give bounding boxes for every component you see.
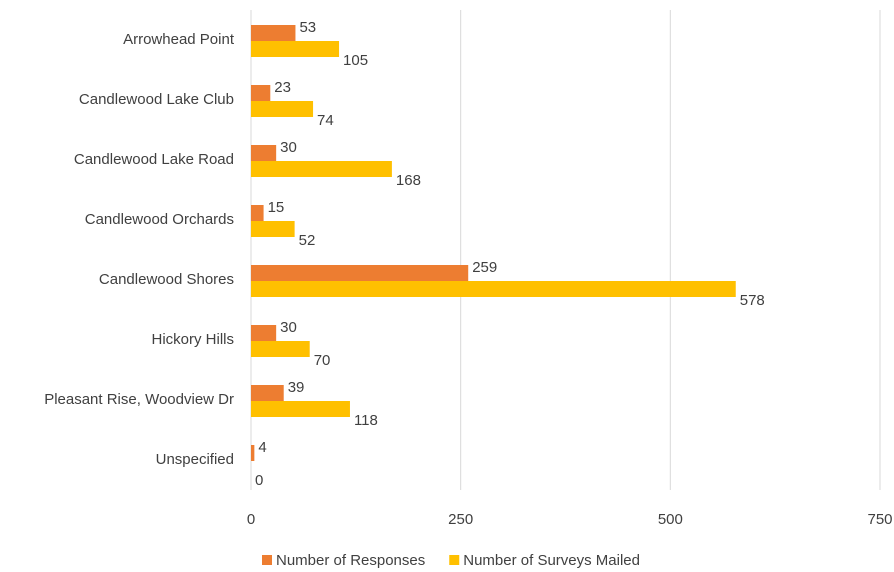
data-label: 259	[472, 259, 497, 276]
bar	[251, 325, 277, 341]
legend-swatch	[449, 555, 460, 565]
data-label: 0	[255, 472, 263, 489]
data-label: 30	[280, 319, 297, 336]
bar	[251, 445, 255, 461]
x-tick-label: 250	[448, 511, 473, 528]
data-label: 53	[299, 19, 316, 36]
data-label: 15	[268, 199, 285, 216]
bar	[251, 161, 392, 177]
bar	[251, 145, 277, 161]
y-tick-label: Candlewood Lake Road	[74, 151, 234, 168]
bar	[251, 85, 271, 101]
y-tick-label: Candlewood Shores	[99, 271, 234, 288]
data-label: 70	[314, 352, 331, 369]
y-tick-label: Hickory Hills	[152, 331, 235, 348]
data-label: 23	[274, 79, 291, 96]
data-label: 118	[354, 412, 378, 429]
x-tick-label: 0	[247, 511, 255, 528]
bar	[251, 265, 469, 281]
x-tick-label: 500	[658, 511, 683, 528]
data-label: 168	[396, 172, 421, 189]
bar	[251, 25, 296, 41]
bar	[251, 341, 310, 357]
bar	[251, 385, 284, 401]
data-label: 105	[343, 52, 368, 69]
legend-label: Number of Responses	[276, 552, 425, 569]
legend-label: Number of Surveys Mailed	[463, 552, 640, 569]
data-label: 578	[740, 292, 765, 309]
bar	[251, 41, 340, 57]
bar	[251, 101, 314, 117]
bar	[251, 221, 295, 237]
data-label: 30	[280, 139, 297, 156]
bar	[251, 205, 264, 221]
legend-swatch	[262, 555, 272, 565]
data-label: 39	[288, 379, 305, 396]
bar	[251, 281, 736, 297]
bar	[251, 401, 350, 417]
y-tick-label: Candlewood Lake Club	[79, 91, 234, 108]
data-label: 52	[299, 232, 316, 249]
x-tick-label: 750	[867, 511, 892, 528]
y-tick-label: Arrowhead Point	[123, 31, 235, 48]
data-label: 74	[317, 112, 334, 129]
y-tick-label: Candlewood Orchards	[85, 211, 234, 228]
data-label: 4	[258, 439, 266, 456]
y-tick-label: Unspecified	[156, 451, 234, 468]
y-tick-label: Pleasant Rise, Woodview Dr	[44, 391, 234, 408]
